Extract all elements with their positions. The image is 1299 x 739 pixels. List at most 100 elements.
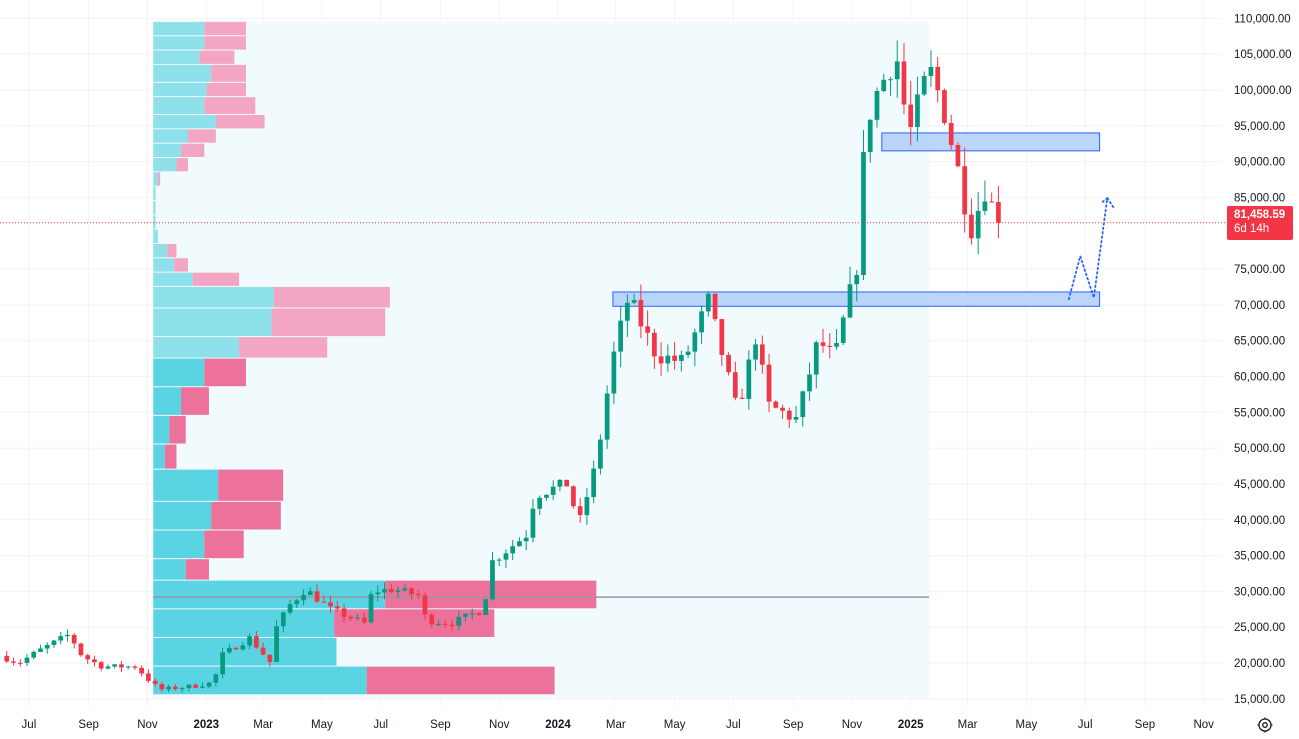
current-price-label: 81,458.59	[1234, 209, 1286, 221]
candle-body	[280, 612, 286, 627]
volume-profile-down-bar	[188, 129, 216, 143]
y-axis-tick-label: 70,000.00	[1234, 300, 1285, 312]
y-axis-tick-label: 100,000.00	[1234, 85, 1292, 97]
x-axis-tick-label: Mar	[606, 719, 626, 731]
candle-body	[813, 342, 819, 375]
y-axis-tick-label: 45,000.00	[1234, 479, 1285, 491]
projection-layer[interactable]	[1067, 195, 1115, 301]
candle-body	[314, 591, 320, 602]
candle-body	[989, 201, 995, 203]
candle-body	[503, 553, 509, 560]
candle-body	[678, 355, 684, 361]
candle-body	[665, 355, 671, 364]
volume-profile-up-bar	[153, 129, 189, 143]
candle-body	[611, 351, 617, 394]
y-axis-tick-label: 75,000.00	[1234, 264, 1285, 276]
y-axis-tick-label: 20,000.00	[1234, 658, 1285, 670]
candle-body	[652, 332, 657, 357]
candle-body	[510, 546, 516, 554]
volume-profile-down-bar	[204, 36, 247, 50]
volume-profile-down-bar	[204, 97, 256, 115]
volume-profile-down-bar	[169, 415, 186, 444]
candle-body	[577, 506, 583, 516]
candle-body	[85, 655, 91, 660]
candle-body	[996, 202, 1001, 223]
candle-body	[193, 684, 198, 688]
settings-gear-icon[interactable]	[1256, 716, 1274, 734]
candle-body	[321, 601, 327, 603]
candle-body	[253, 636, 259, 648]
volume-profile-down-bar	[167, 243, 177, 258]
bar-countdown-label: 6d 14h	[1234, 223, 1270, 235]
candle-body	[753, 344, 758, 360]
candle-body	[969, 214, 974, 239]
y-axis-tick-label: 50,000.00	[1234, 443, 1285, 455]
projection-arrowhead	[1101, 197, 1109, 204]
volume-profile-down-bar	[239, 337, 328, 358]
candle-body	[490, 560, 495, 600]
candle-body	[807, 374, 812, 392]
candle-body	[894, 61, 900, 80]
x-axis-tick-label: Nov	[842, 719, 863, 731]
candle-body	[17, 662, 23, 664]
candle-body	[759, 344, 765, 365]
candle-body	[719, 319, 725, 355]
candle-body	[274, 626, 279, 662]
candle-body	[658, 356, 664, 364]
candle-body	[685, 351, 691, 356]
candle-body	[301, 595, 306, 601]
x-axis-layer[interactable]: Jul Sep Nov 2023 Mar May Jul Sep Nov 2024 Mar May Ju…	[22, 719, 1215, 731]
volume-profile-down-bar	[174, 258, 189, 272]
y-axis-tick-label: 40,000.00	[1234, 515, 1285, 527]
candle-body	[537, 497, 543, 509]
y-axis-tick-label: 25,000.00	[1234, 622, 1285, 634]
candle-body	[105, 666, 111, 669]
candle-body	[415, 594, 421, 596]
candle-body	[436, 624, 441, 626]
volume-profile-down-bar	[176, 158, 189, 172]
candle-body	[820, 342, 826, 346]
candle-body	[557, 479, 563, 487]
x-axis-tick-label: Nov	[137, 719, 158, 731]
candle-body	[92, 659, 97, 663]
candle-body	[746, 359, 752, 399]
volume-profile-up-bar	[153, 530, 205, 559]
candle-body	[334, 606, 340, 609]
candle-body	[908, 104, 914, 127]
candle-body	[463, 613, 468, 617]
candle-body	[402, 588, 408, 591]
candle-body	[449, 624, 455, 626]
volume-profile-up-bar	[153, 50, 200, 64]
candle-body	[483, 599, 489, 615]
candle-body	[942, 90, 947, 123]
y-axis-layer[interactable]: 110,000.00 105,000.00 100,000.00 95,000.00 9…	[1234, 13, 1292, 706]
candle-body	[388, 588, 394, 593]
volume-profile-up-bar	[153, 21, 205, 36]
candle-body	[24, 657, 30, 663]
y-axis-tick-label: 95,000.00	[1234, 121, 1285, 133]
candle-body	[712, 293, 718, 320]
candle-body	[854, 274, 860, 285]
candle-body	[146, 673, 151, 681]
volume-profile-up-bar	[153, 215, 156, 229]
candle-body	[921, 75, 927, 95]
candle-body	[58, 636, 64, 641]
candle-body	[71, 634, 77, 644]
x-axis-tick-label: Mar	[958, 719, 978, 731]
candle-body	[159, 684, 165, 690]
volume-profile-layer	[153, 21, 597, 695]
volume-profile-down-bar	[273, 286, 390, 308]
x-axis-tick-label: Sep	[1135, 719, 1155, 731]
candle-body	[935, 66, 941, 91]
candle-body	[152, 680, 158, 685]
candle-body	[112, 664, 118, 667]
y-axis-tick-label: 85,000.00	[1234, 192, 1285, 204]
candle-body	[584, 497, 590, 516]
candle-body	[726, 354, 731, 373]
x-axis-tick-label: May	[664, 719, 686, 731]
candle-body	[591, 468, 597, 498]
volume-profile-up-bar	[153, 337, 240, 358]
candle-body	[38, 648, 43, 652]
candle-body	[618, 320, 623, 352]
